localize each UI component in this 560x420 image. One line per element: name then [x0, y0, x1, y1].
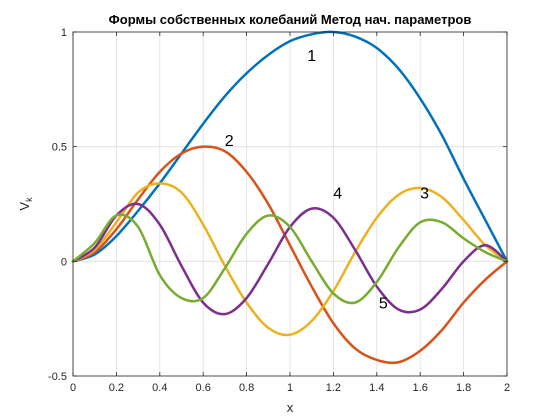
x-axis-label: x: [287, 400, 294, 415]
mode-label-2: 2: [225, 133, 234, 150]
mode-label-4: 4: [333, 186, 342, 203]
x-tick-label: 0.4: [152, 382, 167, 394]
chart-title: Формы собственных колебаний Метод нач. п…: [109, 12, 472, 27]
ticks: 0 0.2 0.4 0.6 0.8 1 1.2 1.4 1.6 1.8 2-0.500.51: [48, 27, 510, 394]
y-tick-label: -0.5: [48, 371, 67, 383]
x-tick-label: 2: [504, 382, 510, 394]
mode-label-1: 1: [307, 48, 316, 65]
series-line-5: [71, 213, 509, 305]
x-tick-label: 1.4: [369, 382, 384, 394]
series-lines: [71, 30, 509, 365]
y-tick-label: 0: [61, 256, 67, 268]
x-tick-label: 1.2: [326, 382, 341, 394]
x-tick-label: 0.8: [239, 382, 254, 394]
y-axis-label-subscript: k: [24, 197, 34, 202]
y-axis-label-main: V: [17, 202, 32, 211]
x-tick-label: 1.6: [413, 382, 428, 394]
series-line-1: [71, 30, 509, 263]
x-tick-label: 0.2: [109, 382, 124, 394]
y-axis-label: Vk: [17, 197, 34, 211]
mode-labels: 1 2 4 3 5: [225, 48, 429, 313]
x-tick-label: 0.6: [196, 382, 211, 394]
series-line-3: [71, 182, 509, 337]
series-line-2: [71, 145, 509, 365]
mode-label-3: 3: [420, 186, 429, 203]
mode-label-5: 5: [379, 296, 388, 313]
x-tick-label: 0: [70, 382, 76, 394]
y-tick-label: 0.5: [52, 142, 67, 154]
y-tick-label: 1: [61, 27, 67, 39]
x-tick-label: 1: [287, 382, 293, 394]
x-tick-label: 1.8: [456, 382, 471, 394]
